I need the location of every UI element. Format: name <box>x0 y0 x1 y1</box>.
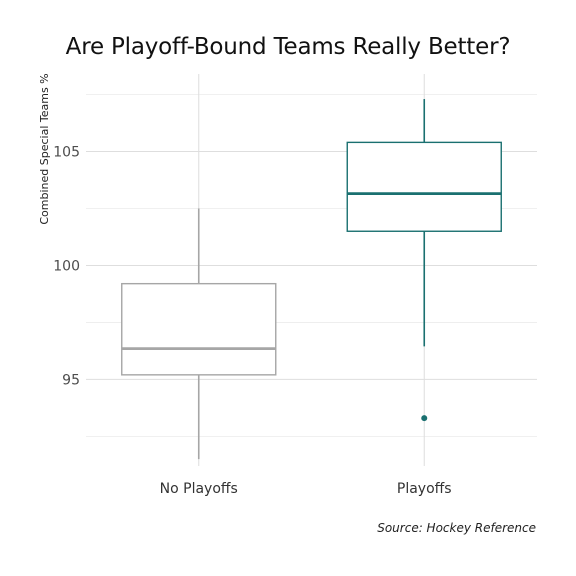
x-tick-label: No Playoffs <box>160 481 238 497</box>
y-axis-title: Combined Special Teams % <box>38 73 51 224</box>
grid-layer <box>86 74 537 466</box>
chart-title: Are Playoff-Bound Teams Really Better? <box>65 34 511 60</box>
y-tick-label: 105 <box>53 144 80 160</box>
box-no-playoffs <box>121 208 277 460</box>
iqr-box <box>121 282 277 376</box>
y-tick-labels: 95 100 105 <box>53 144 80 388</box>
outlier-point <box>421 415 428 422</box>
y-tick-label: 95 <box>62 372 80 388</box>
boxes <box>121 99 502 460</box>
y-tick-label: 100 <box>53 258 80 274</box>
box-playoffs <box>346 99 502 422</box>
source-caption: Source: Hockey Reference <box>377 521 536 535</box>
x-tick-labels: No Playoffs Playoffs <box>160 481 452 497</box>
iqr-box <box>346 141 502 232</box>
x-tick-label: Playoffs <box>397 481 452 497</box>
